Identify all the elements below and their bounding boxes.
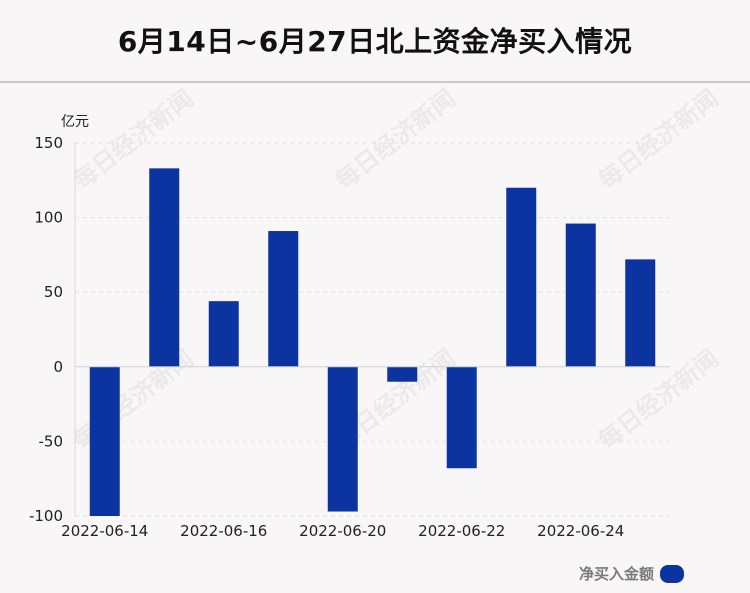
- bar-2022-06-22: [446, 366, 477, 469]
- x-tick-label: 2022-06-14: [61, 522, 148, 540]
- bar-2022-06-24: [565, 223, 596, 367]
- y-tick-label: -50: [39, 432, 64, 450]
- bar-2022-06-17: [268, 231, 299, 367]
- y-tick-label: 100: [34, 209, 63, 227]
- y-axis-label: 亿元: [61, 114, 89, 130]
- bar-2022-06-14: [89, 366, 120, 516]
- y-tick-label: 0: [53, 358, 63, 376]
- legend-swatch: [660, 564, 684, 583]
- bar-2022-06-23: [506, 187, 537, 367]
- bar-2022-06-20: [327, 366, 358, 512]
- bar-2022-06-16: [208, 301, 239, 367]
- x-tick-label: 2022-06-20: [299, 522, 386, 540]
- bar-2022-06-15: [149, 168, 180, 367]
- x-tick-label: 2022-06-24: [537, 522, 624, 540]
- legend: 净买入金额: [579, 563, 684, 584]
- y-tick-label: 150: [34, 134, 63, 152]
- y-tick-labels: -100 -50 0 50 100 150: [29, 134, 63, 525]
- x-tick-labels: 2022-06-14 2022-06-16 2022-06-20 2022-06-22…: [61, 522, 624, 540]
- bar-2022-06-21: [387, 366, 418, 382]
- chart-title: 6月14日~6月27日北上资金净买入情况: [117, 25, 633, 58]
- x-tick-label: 2022-06-22: [418, 522, 505, 540]
- x-tick-label: 2022-06-16: [180, 522, 267, 540]
- y-tick-label: -100: [29, 507, 63, 525]
- bar-2022-06-27: [625, 259, 656, 367]
- title-divider: [0, 81, 750, 83]
- bars: [89, 168, 656, 516]
- legend-label: 净买入金额: [578, 565, 654, 583]
- y-tick-label: 50: [44, 283, 63, 301]
